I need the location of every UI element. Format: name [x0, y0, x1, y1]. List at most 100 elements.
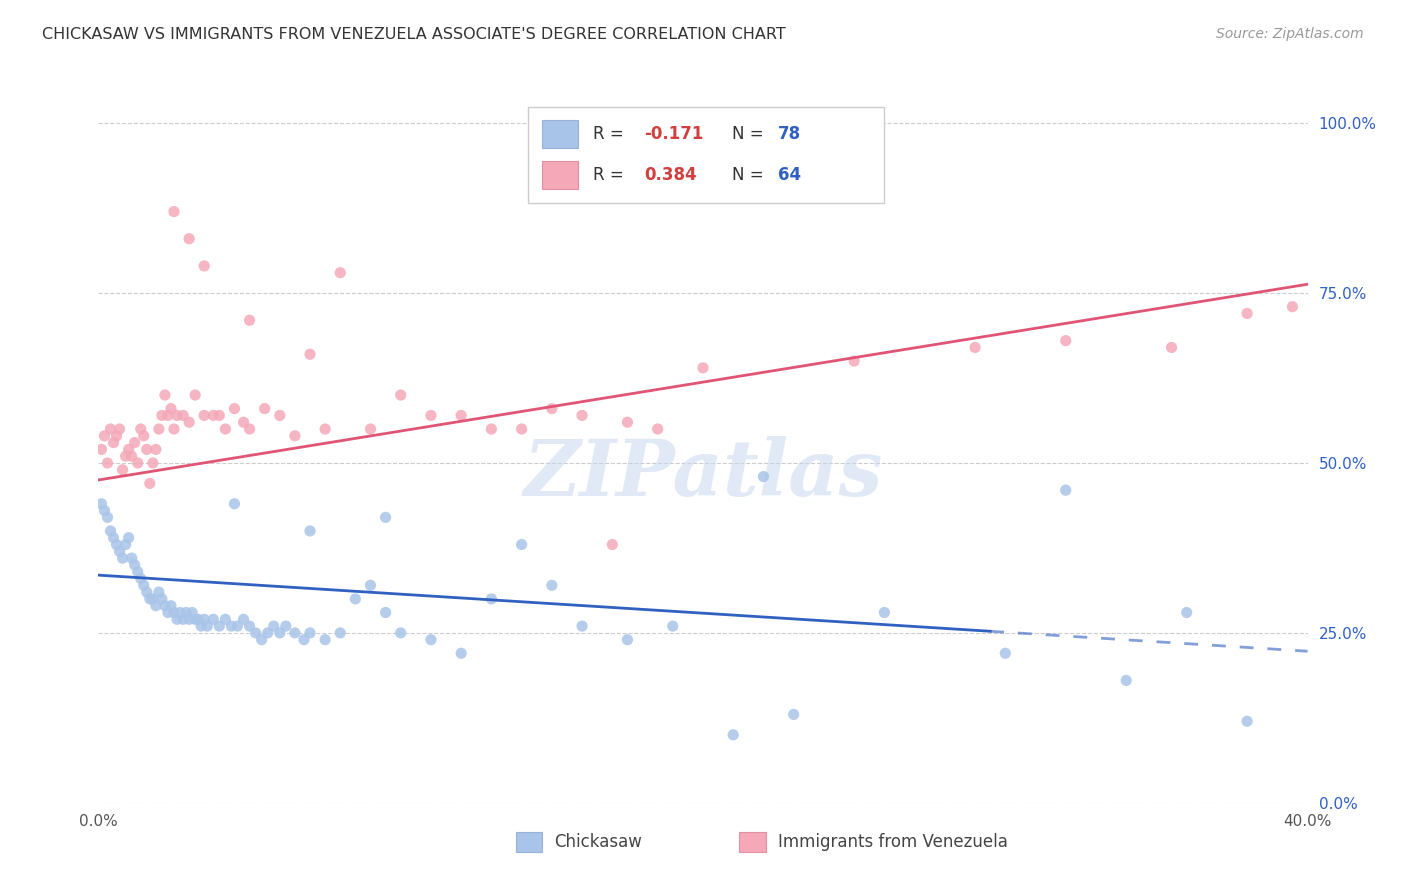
Point: [965, 341, 987, 355]
Point: [150, 591, 173, 606]
Point: [269, 409, 291, 423]
Point: [163, 204, 186, 219]
Point: [329, 266, 352, 280]
Point: [90, 497, 112, 511]
Point: [118, 531, 141, 545]
Point: [1281, 300, 1303, 314]
Point: [723, 728, 745, 742]
Point: [360, 578, 382, 592]
Point: [239, 422, 262, 436]
Point: [274, 619, 297, 633]
Point: [616, 415, 638, 429]
Point: [481, 422, 503, 436]
Point: [179, 415, 201, 429]
Text: -0.171: -0.171: [644, 125, 703, 143]
Point: [208, 409, 231, 423]
Point: [1115, 673, 1137, 688]
Point: [153, 388, 176, 402]
Point: [145, 599, 167, 613]
Point: [166, 612, 188, 626]
Point: [129, 422, 152, 436]
Point: [172, 612, 194, 626]
Point: [156, 606, 179, 620]
Point: [450, 409, 472, 423]
Point: [481, 591, 503, 606]
Point: [179, 612, 201, 626]
Point: [263, 619, 285, 633]
Text: N =: N =: [733, 166, 769, 184]
FancyBboxPatch shape: [516, 832, 543, 852]
FancyBboxPatch shape: [527, 107, 884, 203]
Point: [193, 409, 215, 423]
FancyBboxPatch shape: [740, 832, 766, 852]
Point: [124, 558, 146, 572]
Point: [1054, 334, 1077, 348]
Point: [299, 626, 322, 640]
Point: [148, 422, 170, 436]
Point: [226, 619, 249, 633]
Point: [105, 537, 128, 551]
Point: [873, 606, 896, 620]
Point: [571, 619, 593, 633]
Point: [314, 422, 336, 436]
Point: [661, 619, 683, 633]
Point: [1054, 483, 1077, 498]
Point: [184, 612, 207, 626]
Point: [118, 442, 141, 457]
Point: [135, 585, 157, 599]
Point: [96, 510, 118, 524]
Point: [284, 626, 307, 640]
Point: [232, 612, 254, 626]
Point: [105, 429, 128, 443]
Point: [239, 313, 262, 327]
Point: [121, 449, 143, 463]
Point: [139, 476, 162, 491]
Point: [208, 619, 231, 633]
Point: [114, 537, 136, 551]
Text: Source: ZipAtlas.com: Source: ZipAtlas.com: [1216, 27, 1364, 41]
Point: [510, 422, 533, 436]
Text: 64: 64: [778, 166, 801, 184]
Point: [96, 456, 118, 470]
Point: [90, 442, 112, 457]
Point: [132, 578, 155, 592]
Point: [145, 442, 167, 457]
Point: [284, 429, 307, 443]
Point: [571, 409, 593, 423]
Point: [1175, 606, 1198, 620]
Point: [114, 449, 136, 463]
Point: [160, 401, 183, 416]
Point: [93, 503, 115, 517]
Point: [221, 619, 243, 633]
Point: [224, 497, 246, 511]
Point: [103, 531, 125, 545]
Text: ZIPatlas: ZIPatlas: [523, 436, 883, 513]
Point: [647, 422, 669, 436]
Point: [100, 524, 122, 538]
Point: [329, 626, 352, 640]
Point: [389, 626, 412, 640]
Point: [344, 591, 367, 606]
Point: [232, 415, 254, 429]
Point: [190, 619, 212, 633]
FancyBboxPatch shape: [543, 120, 578, 148]
Point: [374, 606, 396, 620]
Point: [389, 388, 412, 402]
Point: [184, 388, 207, 402]
Point: [540, 401, 562, 416]
Point: [245, 626, 267, 640]
Point: [374, 510, 396, 524]
Point: [108, 544, 131, 558]
Point: [139, 591, 162, 606]
Point: [224, 401, 246, 416]
Point: [121, 551, 143, 566]
Point: [127, 456, 149, 470]
Point: [163, 422, 186, 436]
Point: [692, 360, 714, 375]
Point: [166, 409, 188, 423]
Point: [160, 599, 183, 613]
Point: [172, 409, 194, 423]
Point: [148, 585, 170, 599]
Point: [111, 551, 134, 566]
Point: [142, 591, 165, 606]
